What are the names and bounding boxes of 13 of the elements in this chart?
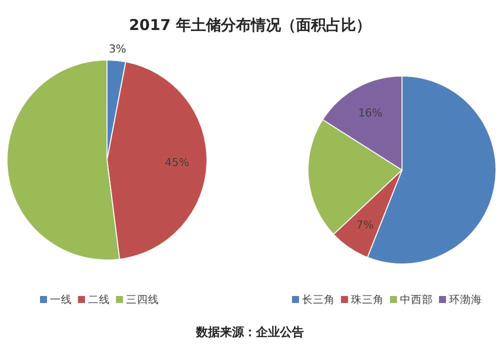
source-note: 数据来源：企业公告 — [195, 325, 304, 339]
legend-label: 长三角 — [302, 293, 335, 306]
legend-label: 三四线 — [126, 293, 159, 306]
text: 2017 年土储分布情况（面积占比） — [129, 16, 371, 34]
legend-label: 一线 — [50, 293, 72, 306]
legend-label: 珠三角 — [351, 293, 384, 306]
legend-label: 二线 — [88, 293, 110, 306]
data-label: 45% — [164, 156, 190, 170]
legend-label: 环渤海 — [449, 293, 482, 306]
legend-label: 中西部 — [400, 293, 433, 306]
data-label: 16% — [358, 106, 383, 120]
data-label: 3% — [108, 42, 126, 56]
data-label: 7% — [356, 218, 374, 232]
